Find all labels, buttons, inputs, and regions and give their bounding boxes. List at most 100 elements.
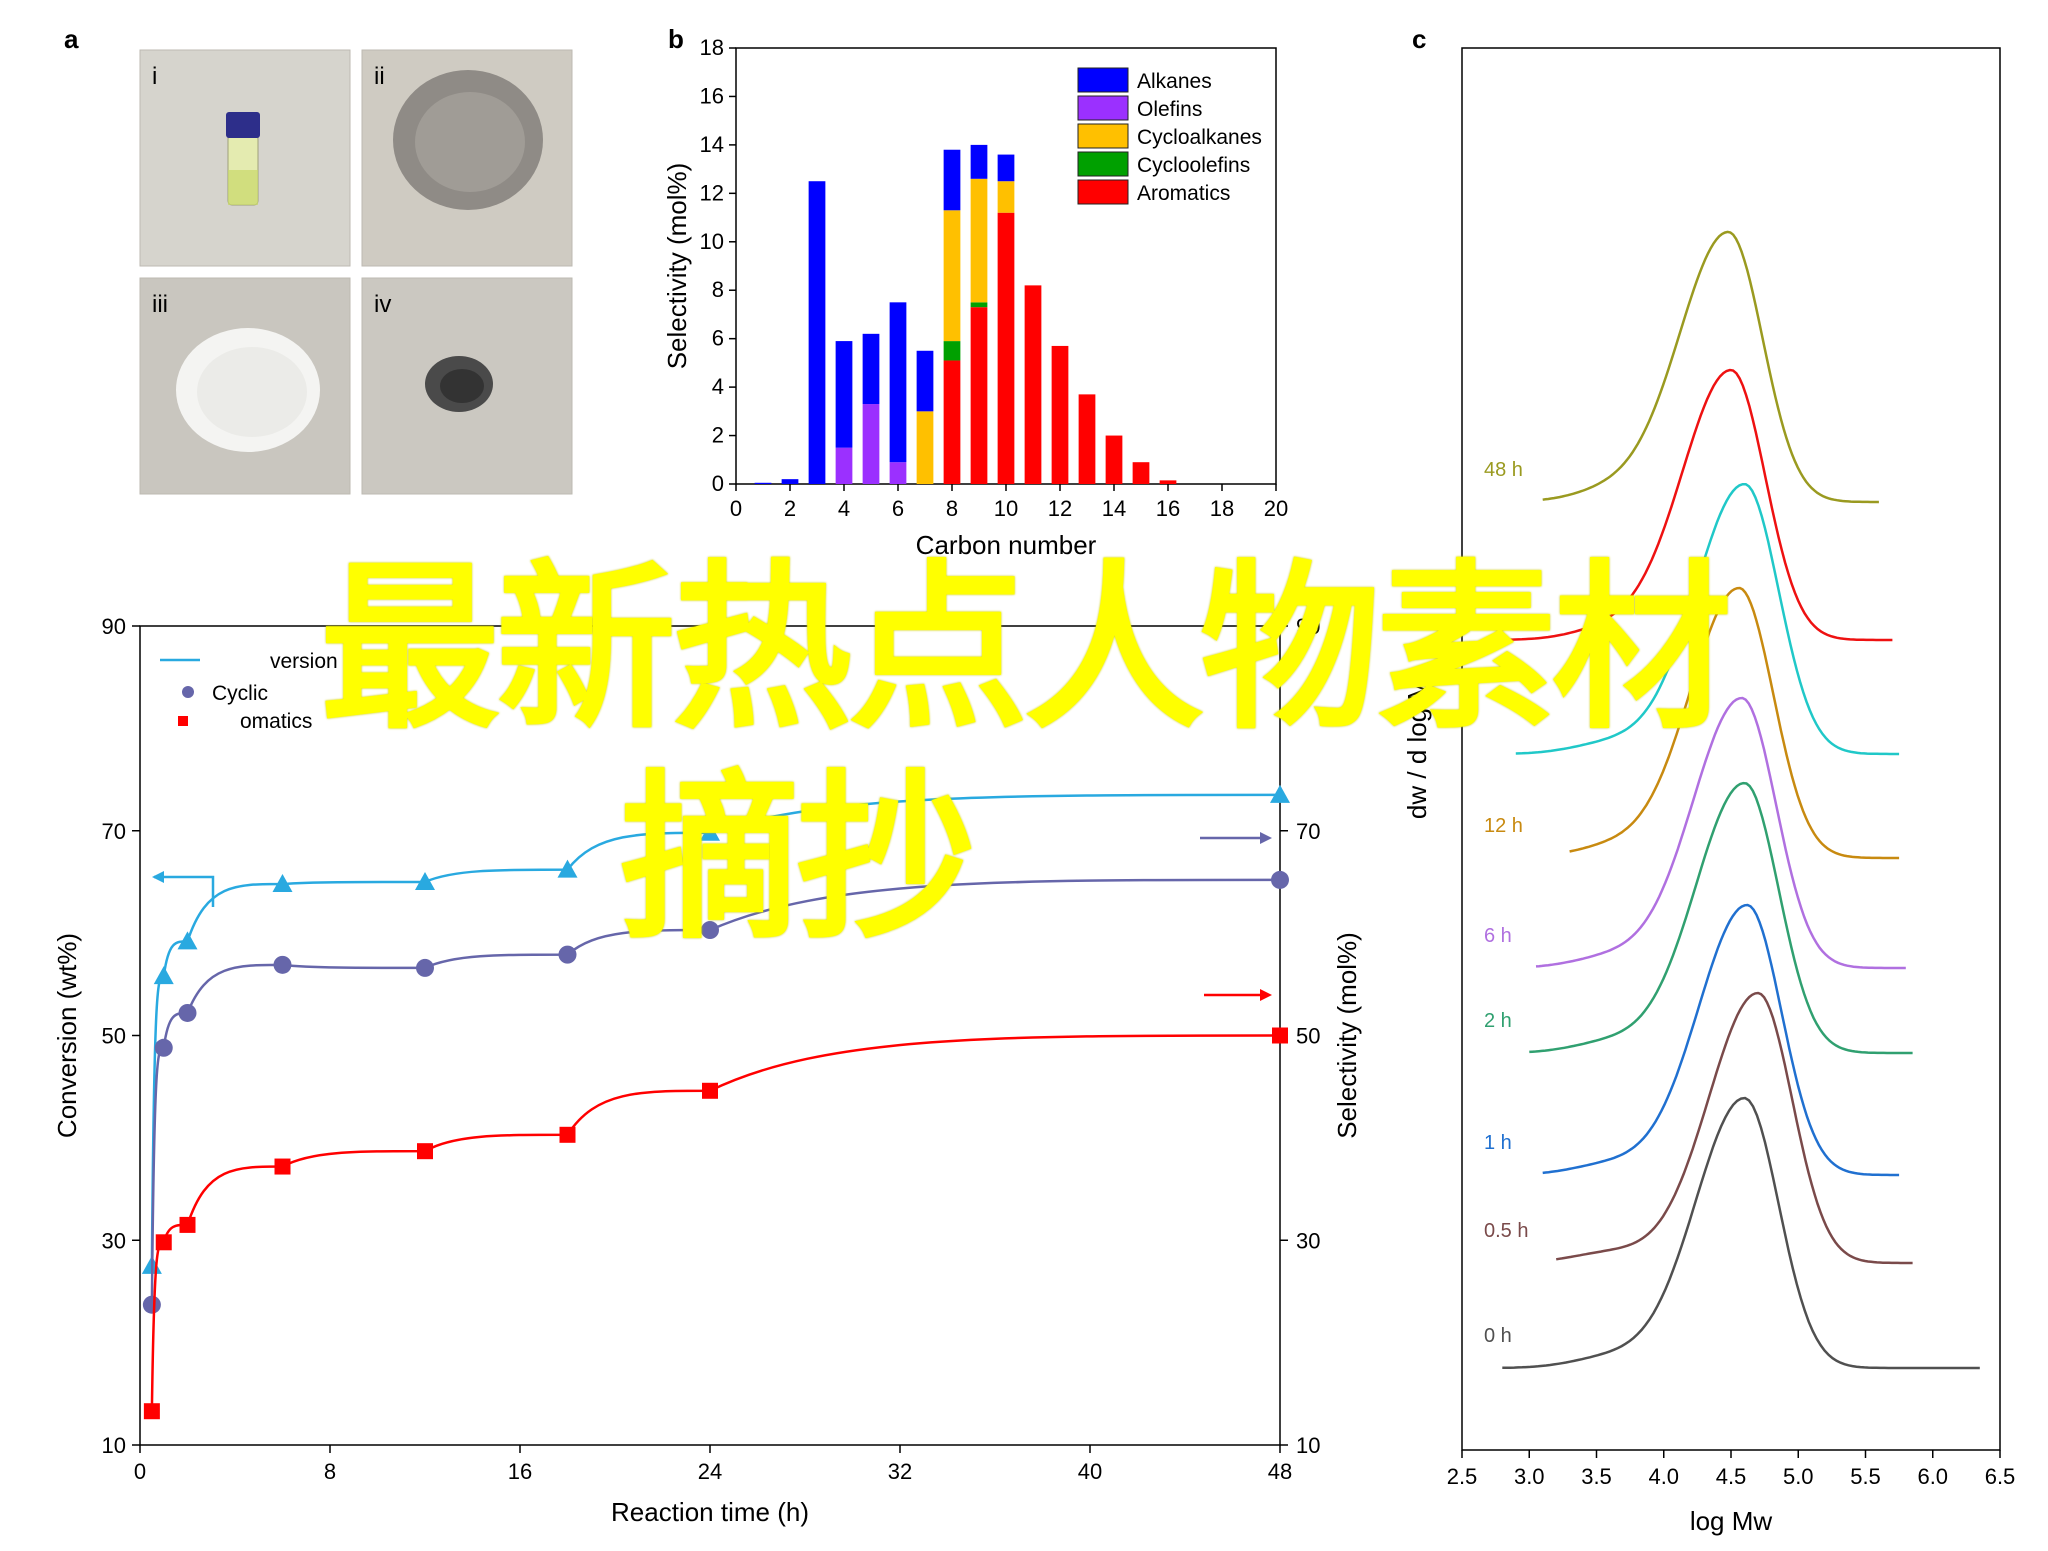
x-tick-label: 10 [994, 496, 1018, 521]
x-tick-label: 3.5 [1581, 1464, 1612, 1489]
x-axis-label: Carbon number [916, 530, 1097, 560]
curve-label: 0 h [1484, 1325, 1512, 1347]
x-tick-label: 4 [838, 496, 850, 521]
y-tick-label: 8 [712, 277, 724, 302]
x-tick-label: 2.5 [1447, 1464, 1478, 1489]
photo-label-iii: iii [152, 291, 168, 318]
arrow-head-cyclic [1260, 832, 1272, 844]
marker-circle [142, 1295, 161, 1314]
bar-aromatics-c16 [1159, 480, 1177, 484]
marker-square [274, 1158, 291, 1175]
marker-circle [154, 1038, 173, 1057]
marker-square [702, 1082, 718, 1099]
legend-label: Alkanes [1137, 70, 1212, 93]
x-tick-label: 3.0 [1514, 1464, 1545, 1489]
photo-label-ii: ii [374, 63, 385, 90]
y-tick-label: 6 [712, 326, 724, 351]
curve-6h [1535, 696, 1906, 970]
bar-aromatics-c15 [1132, 462, 1150, 484]
y-tick-label-left: 50 [102, 1024, 126, 1049]
y-axis-label-right: Selectivity (mol%) [1332, 932, 1362, 1139]
bar-aromatics-c11 [1024, 285, 1042, 484]
chart-b: 0 2 4 6 8 10 12 14 16 18 20 0 2 4 6 8 10 12 14 16 18 Carbon n… [662, 35, 1288, 560]
legend-label: n [388, 682, 400, 705]
marker-triangle [272, 873, 293, 892]
marker-square [179, 1216, 196, 1233]
x-tick-label: 18 [1210, 496, 1234, 521]
y-tick-label-right: 70 [1296, 819, 1320, 844]
marker-circle [178, 1003, 197, 1022]
photo-label-i: i [152, 63, 157, 90]
photo-label-iv: iv [374, 291, 391, 318]
y-tick-label-left: 90 [102, 614, 126, 639]
curve-18h [1515, 482, 1900, 756]
bar-alkanes-c2 [781, 479, 799, 484]
legend-marker [178, 716, 188, 726]
x-tick-label: 4.5 [1716, 1464, 1747, 1489]
x-tick-label: 48 [1268, 1459, 1292, 1484]
y-tick-label-right: 30 [1296, 1228, 1320, 1253]
bar-aromatics-c8 [943, 360, 961, 484]
marker-circle [1271, 870, 1289, 889]
bar-aromatics-c13 [1078, 394, 1096, 484]
panel-b-letter: b [668, 24, 684, 54]
y-tick-label-left: 10 [102, 1433, 126, 1458]
bar-olefins-c4 [835, 447, 853, 484]
bar-cycloalkanes-c8 [943, 210, 961, 342]
bar-alkanes-c5 [862, 333, 880, 405]
arrow-head-aromatics [1260, 989, 1272, 1001]
bar-alkanes-c3 [808, 181, 826, 484]
x-tick-label: 6.0 [1917, 1464, 1948, 1489]
x-tick-label: 0 [730, 496, 742, 521]
x-axis-label: log Mw [1690, 1506, 1773, 1536]
photo-iv: iv [361, 277, 573, 495]
x-tick-label: 40 [1078, 1459, 1102, 1484]
curve-12h [1569, 586, 1900, 860]
y-tick-label: 12 [700, 180, 724, 205]
legend-label: version [270, 650, 338, 673]
bar-alkanes-c1 [754, 482, 772, 484]
photo-grid: i ii iii iv [139, 49, 573, 495]
bar-cycloalkanes-c9 [970, 178, 988, 303]
y-axis-label: dw / d log M [1402, 679, 1432, 819]
bar-cycloalkanes-c10 [997, 181, 1015, 213]
bar-aromatics-c12 [1051, 345, 1069, 484]
curve-label: 12 h [1484, 815, 1523, 837]
bar-aromatics-c10 [997, 212, 1015, 484]
curve-2h [1529, 781, 1913, 1055]
bar-cycloalkanes-c7 [916, 411, 934, 484]
marker-circle [701, 921, 719, 940]
legend-swatch [1077, 151, 1129, 177]
marker-triangle [700, 822, 720, 841]
y-tick-label: 16 [700, 83, 724, 108]
bar-alkanes-c9 [970, 144, 988, 179]
bar-olefins-c6 [889, 462, 907, 484]
fit-curve-conversion [150, 793, 1281, 1266]
marker-triangle [177, 931, 198, 950]
legend-label: Olefins [1137, 98, 1202, 121]
marker-triangle [1270, 784, 1290, 803]
bar-alkanes-c8 [943, 149, 961, 211]
x-tick-label: 12 [1048, 496, 1072, 521]
x-tick-label: 5.0 [1783, 1464, 1814, 1489]
bar-cycloolefins-c9 [970, 302, 988, 308]
curve-24h [1502, 368, 1893, 642]
marker-square [1272, 1027, 1288, 1044]
x-tick-label: 24 [698, 1459, 722, 1484]
bar-cycloolefins-c8 [943, 341, 961, 361]
x-tick-label: 16 [508, 1459, 532, 1484]
x-tick-label: 16 [1156, 496, 1180, 521]
legend-label: Cyclic [212, 682, 268, 705]
x-tick-label: 6.5 [1985, 1464, 2016, 1489]
legend-swatch [1077, 67, 1129, 93]
legend-swatch [1077, 179, 1129, 205]
bar-alkanes-c10 [997, 154, 1015, 182]
bar-olefins-c5 [862, 404, 880, 484]
x-tick-label: 2 [784, 496, 796, 521]
x-axis-label: Reaction time (h) [611, 1497, 809, 1527]
curve-48h [1542, 230, 1879, 504]
bar-alkanes-c7 [916, 350, 934, 412]
marker-square [155, 1234, 172, 1251]
marker-circle [416, 958, 434, 977]
photo-iii: iii [139, 277, 351, 495]
